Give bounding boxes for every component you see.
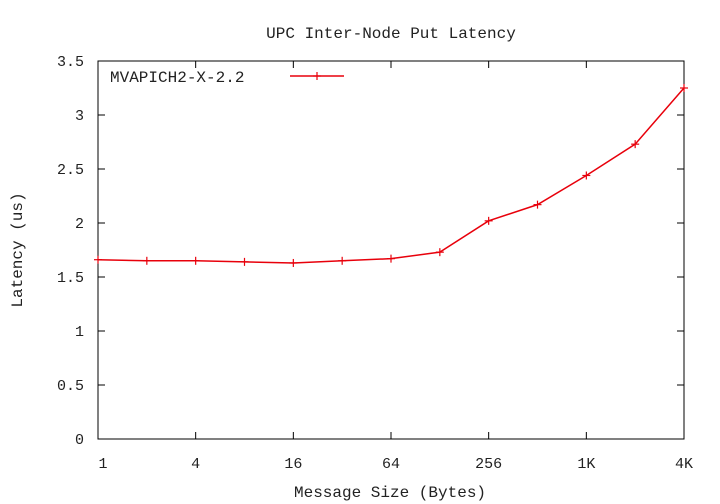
x-tick-label: 256: [475, 456, 502, 473]
x-tick-label: 16: [284, 456, 302, 473]
series-line: [97, 87, 685, 264]
y-tick-label: 3: [75, 108, 84, 125]
x-tick-label: 64: [382, 456, 400, 473]
x-tick-label: 1: [98, 456, 107, 473]
data-point: [484, 216, 493, 225]
y-tick-label: 3.5: [57, 54, 84, 71]
x-axis-label: Message Size (Bytes): [294, 484, 486, 502]
data-point: [533, 200, 542, 209]
legend: MVAPICH2-X-2.2: [110, 69, 344, 87]
x-tick-label: 4K: [675, 456, 693, 473]
data-point: [582, 171, 591, 180]
y-tick-label: 2.5: [57, 162, 84, 179]
y-axis-label: Latency (us): [9, 192, 27, 307]
data-point: [142, 256, 151, 265]
x-tick-label: 1K: [577, 456, 595, 473]
data-point: [338, 256, 347, 265]
legend-label: MVAPICH2-X-2.2: [110, 69, 244, 87]
y-tick-label: 2: [75, 216, 84, 233]
data-point: [191, 256, 200, 265]
data-point: [631, 140, 640, 149]
plot-frame: [97, 60, 685, 440]
data-point: [289, 258, 298, 267]
series-layer: [94, 84, 688, 267]
data-point: [94, 255, 102, 264]
y-tick-label: 1.5: [57, 270, 84, 287]
plot-border: [97, 60, 685, 440]
y-axis: 0 0.5 1 1.5 2 2.5 3 3.5: [57, 54, 684, 449]
data-point: [387, 254, 395, 263]
y-tick-label: 0.5: [57, 378, 84, 395]
chart-title: UPC Inter-Node Put Latency: [266, 25, 516, 43]
y-tick-label: 0: [75, 432, 84, 449]
y-tick-label: 1: [75, 324, 84, 341]
data-point: [680, 84, 688, 92]
data-point: [240, 257, 249, 266]
x-axis: 1 4 16 64 256 1K 4K: [97, 61, 693, 473]
x-tick-label: 4: [191, 456, 200, 473]
legend-marker: [313, 72, 321, 80]
data-point: [435, 248, 444, 257]
